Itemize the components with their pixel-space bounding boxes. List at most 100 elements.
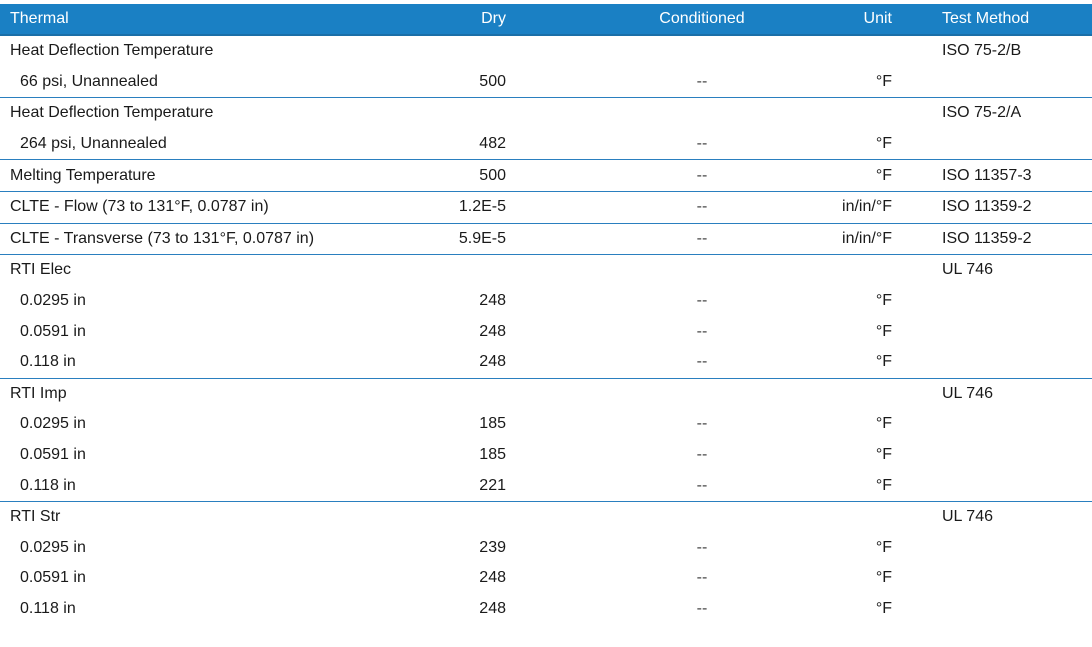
conditioned-value: -- — [696, 599, 708, 617]
property-cell: Heat Deflection Temperature — [0, 97, 400, 129]
dry-value: 239 — [479, 538, 506, 556]
thermal-properties-table: Thermal Dry Conditioned Unit Test Method… — [0, 4, 1092, 624]
property-cell: 66 psi, Unannealed — [20, 72, 158, 90]
header-test-method: Test Method — [932, 4, 1092, 36]
test-method-cell: ISO 75-2/A — [932, 97, 1092, 129]
table-subrow: 0.0295 in 239 -- °F — [0, 533, 1092, 564]
property-cell: 264 psi, Unannealed — [20, 135, 167, 153]
conditioned-value: -- — [696, 569, 708, 587]
property-cell: 0.118 in — [20, 476, 76, 494]
dry-value — [400, 35, 582, 67]
property-cell: RTI Str — [0, 500, 400, 533]
conditioned-value: -- — [696, 446, 708, 464]
dry-value — [400, 97, 582, 129]
unit-cell: °F — [875, 599, 892, 617]
dry-value: 500 — [479, 72, 506, 90]
unit-cell — [822, 377, 932, 410]
conditioned-value: -- — [696, 322, 708, 340]
unit-cell — [822, 97, 932, 129]
dry-value: 248 — [479, 292, 506, 310]
property-cell: 0.0591 in — [20, 322, 86, 340]
dry-value: 248 — [479, 599, 506, 617]
dry-value: 1.2E-5 — [400, 190, 582, 224]
property-cell: CLTE - Transverse (73 to 131°F, 0.0787 i… — [0, 222, 400, 255]
test-method-cell: ISO 11357-3 — [932, 159, 1092, 192]
conditioned-value: -- — [582, 222, 822, 255]
conditioned-value: -- — [582, 159, 822, 192]
dry-value: 221 — [479, 476, 506, 494]
conditioned-value: -- — [696, 135, 708, 153]
conditioned-value — [582, 97, 822, 129]
header-unit: Unit — [822, 4, 932, 36]
unit-cell: °F — [875, 135, 892, 153]
table-header: Thermal Dry Conditioned Unit Test Method — [0, 4, 1092, 36]
unit-cell: °F — [875, 72, 892, 90]
unit-cell — [822, 254, 932, 286]
unit-cell: °F — [822, 159, 932, 192]
test-method-cell: ISO 11359-2 — [932, 190, 1092, 224]
test-method-cell — [932, 347, 1092, 378]
test-method-cell — [932, 563, 1092, 594]
dry-value: 185 — [479, 446, 506, 464]
table-body: Heat Deflection Temperature ISO 75-2/B 66 … — [0, 35, 1092, 624]
table-subrow: 0.0591 in 185 -- °F — [0, 440, 1092, 471]
conditioned-value — [582, 254, 822, 286]
conditioned-value: -- — [696, 415, 708, 433]
property-cell: Heat Deflection Temperature — [10, 42, 214, 60]
table-row: CLTE - Transverse (73 to 131°F, 0.0787 i… — [0, 222, 1092, 255]
dry-value: 248 — [479, 322, 506, 340]
property-cell: 0.0591 in — [20, 569, 86, 587]
table-subrow: 0.0591 in 248 -- °F — [0, 316, 1092, 347]
dry-value: 482 — [479, 135, 506, 153]
conditioned-value: -- — [696, 292, 708, 310]
unit-cell — [822, 35, 932, 67]
conditioned-value: -- — [582, 190, 822, 224]
unit-cell: °F — [875, 322, 892, 340]
table-subrow: 0.118 in 248 -- °F — [0, 347, 1092, 378]
property-cell: CLTE - Flow (73 to 131°F, 0.0787 in) — [0, 190, 400, 224]
table-subrow: 0.118 in 221 -- °F — [0, 470, 1092, 501]
unit-cell: °F — [875, 446, 892, 464]
test-method-cell — [932, 409, 1092, 440]
property-cell: 0.0295 in — [20, 538, 86, 556]
table-subrow: 66 psi, Unannealed 500 -- °F — [0, 67, 1092, 98]
test-method-cell: UL 746 — [932, 377, 1092, 410]
property-cell: 0.118 in — [20, 599, 76, 617]
unit-cell: in/in/°F — [822, 222, 932, 255]
test-method-cell — [932, 286, 1092, 317]
test-method-cell: ISO 75-2/B — [942, 42, 1022, 60]
test-method-cell — [932, 594, 1092, 625]
table-row: RTI Imp UL 746 — [0, 377, 1092, 410]
table-row: RTI Str UL 746 — [0, 500, 1092, 533]
conditioned-value: -- — [696, 72, 708, 90]
table-subrow: 0.0295 in 248 -- °F — [0, 286, 1092, 317]
dry-value: 5.9E-5 — [400, 222, 582, 255]
test-method-cell — [932, 129, 1092, 160]
dry-value — [400, 500, 582, 533]
unit-cell: in/in/°F — [822, 190, 932, 224]
property-cell: RTI Elec — [0, 254, 400, 286]
header-thermal: Thermal — [0, 4, 400, 36]
test-method-cell — [932, 440, 1092, 471]
property-cell: 0.0295 in — [20, 292, 86, 310]
unit-cell: °F — [875, 353, 892, 371]
table-row: Heat Deflection Temperature ISO 75-2/A — [0, 97, 1092, 129]
property-cell: RTI Imp — [0, 377, 400, 410]
conditioned-value — [582, 500, 822, 533]
unit-cell: °F — [875, 538, 892, 556]
test-method-cell: UL 746 — [932, 500, 1092, 533]
table-row: RTI Elec UL 746 — [0, 254, 1092, 286]
test-method-cell — [932, 533, 1092, 564]
conditioned-value: -- — [696, 353, 708, 371]
property-cell: 0.0591 in — [20, 446, 86, 464]
header-dry: Dry — [400, 4, 582, 36]
header-row: Thermal Dry Conditioned Unit Test Method — [0, 4, 1092, 36]
table-row: CLTE - Flow (73 to 131°F, 0.0787 in) 1.2E… — [0, 190, 1092, 224]
table-row: Melting Temperature 500 -- °F ISO 11357-3 — [0, 159, 1092, 192]
property-cell: Melting Temperature — [0, 159, 400, 192]
unit-cell: °F — [875, 415, 892, 433]
dry-value — [400, 377, 582, 410]
table-subrow: 0.0591 in 248 -- °F — [0, 563, 1092, 594]
test-method-cell — [932, 67, 1092, 98]
